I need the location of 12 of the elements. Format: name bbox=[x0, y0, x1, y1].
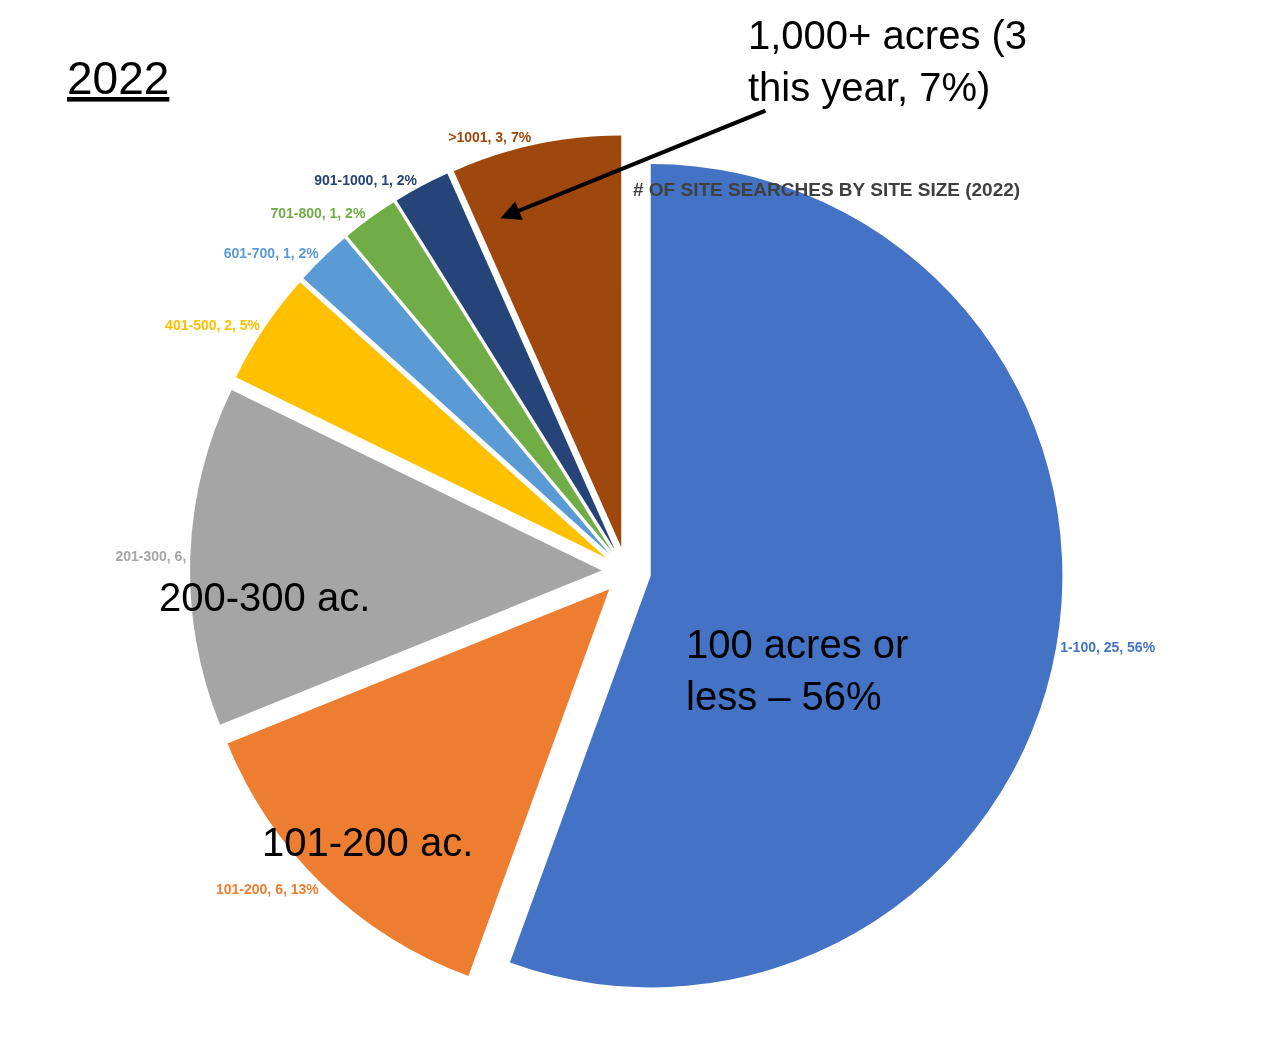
text: 1,000+ acres (3 this year, 7%) bbox=[748, 13, 1028, 109]
slice-label: 201-300, 6, bbox=[115, 548, 187, 565]
slice-label: 401-500, 2, 5% bbox=[165, 316, 261, 333]
slice-label: >1001, 3, 7% bbox=[448, 128, 532, 145]
slice-label: 101-200, 6, 13% bbox=[215, 881, 320, 898]
slice-label: 1-100, 25, 56% bbox=[1060, 639, 1156, 656]
text: 200-300 ac. bbox=[159, 575, 371, 619]
text: 100 acres or less – 56% bbox=[686, 622, 909, 718]
slice-label: 601-700, 1, 2% bbox=[223, 245, 320, 262]
text: 2022 bbox=[67, 52, 170, 104]
slice-label: 901-1000, 1, 2% bbox=[314, 171, 418, 188]
slice-label: 701-800, 1, 2% bbox=[270, 205, 366, 222]
